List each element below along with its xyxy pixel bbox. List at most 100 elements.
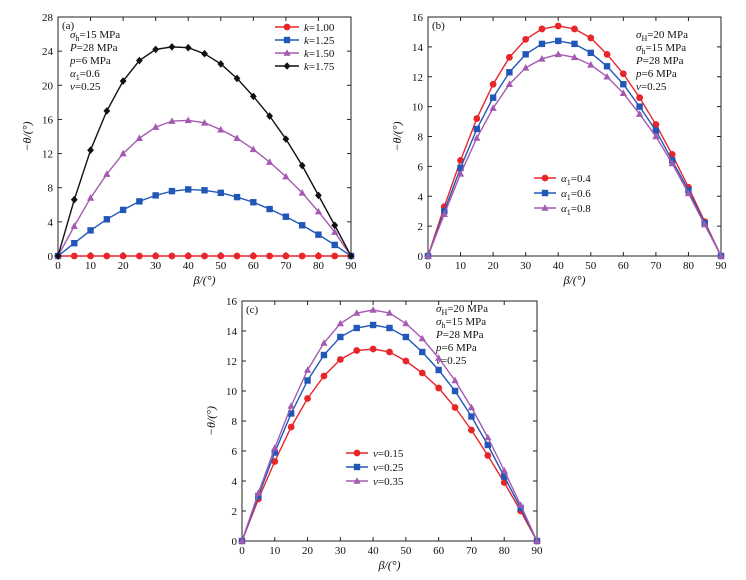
data-point	[168, 187, 176, 195]
legend-label: k=1.00	[304, 22, 335, 34]
data-point	[440, 210, 448, 217]
y-tick-label: 14	[412, 42, 424, 54]
x-tick-label: 90	[716, 260, 728, 272]
parameter-annotation: v=0.25	[636, 81, 667, 93]
data-point	[603, 72, 611, 80]
y-axis-title: −θ/(°)	[390, 121, 404, 151]
data-point	[71, 239, 78, 247]
y-tick-label: 14	[226, 326, 238, 338]
data-point	[168, 43, 176, 51]
data-point	[652, 121, 660, 128]
data-point	[266, 205, 273, 213]
data-point	[250, 199, 257, 206]
legend-marker	[541, 189, 549, 197]
data-point	[435, 354, 443, 361]
data-point	[135, 56, 143, 65]
data-point	[517, 501, 525, 508]
data-point	[484, 452, 492, 459]
data-point	[451, 404, 459, 411]
data-point	[554, 22, 562, 30]
y-tick-label: 20	[42, 80, 54, 92]
x-tick-label: 40	[368, 545, 380, 557]
data-point	[233, 252, 241, 260]
data-point	[456, 170, 465, 177]
data-point	[331, 241, 338, 249]
data-point	[266, 252, 274, 260]
x-axis-title: β/(°)	[377, 558, 400, 572]
x-tick-label: 30	[520, 260, 532, 272]
y-tick-label: 12	[412, 72, 423, 84]
data-point	[303, 366, 312, 373]
data-point	[287, 402, 295, 409]
data-point	[538, 25, 546, 33]
data-point	[347, 252, 355, 260]
y-tick-label: 4	[232, 476, 238, 488]
legend-marker	[283, 62, 291, 70]
data-point	[87, 252, 94, 260]
data-point	[451, 376, 459, 384]
y-tick-label: 0	[418, 251, 424, 263]
data-point	[336, 319, 344, 327]
x-tick-label: 90	[532, 545, 544, 557]
data-point	[369, 345, 377, 353]
y-tick-label: 10	[412, 102, 424, 114]
legend-label: k=1.50	[304, 48, 335, 60]
data-point	[70, 252, 78, 260]
data-point	[418, 334, 426, 342]
data-point	[87, 227, 94, 234]
data-point	[571, 40, 578, 48]
data-point	[119, 206, 127, 214]
data-point	[298, 189, 306, 196]
y-tick-label: 8	[418, 132, 424, 144]
legend-marker	[353, 463, 361, 471]
data-point	[119, 77, 127, 85]
chart-c: 0 10 20 30 40 50 60 70 80 90 0 2 4 6 8 10 12 14 16 β/(°) −θ/…	[204, 296, 543, 572]
x-tick-label: 20	[302, 545, 314, 557]
y-tick-label: 24	[42, 46, 54, 58]
y-tick-label: 8	[48, 183, 54, 195]
legend-label: v=0.15	[373, 448, 404, 460]
data-point	[201, 252, 208, 260]
data-point	[217, 125, 225, 133]
data-point	[369, 321, 377, 329]
parameter-annotation: p=6 MPa	[435, 342, 477, 354]
data-point	[571, 25, 578, 33]
panel-label: (c)	[246, 304, 259, 316]
data-point	[271, 444, 279, 451]
data-point	[435, 384, 443, 392]
data-point	[86, 194, 95, 201]
y-tick-label: 12	[42, 149, 53, 161]
legend-marker	[283, 23, 291, 31]
data-point	[369, 306, 377, 313]
x-tick-label: 50	[215, 260, 227, 272]
data-point	[500, 466, 508, 474]
parameter-annotation: σH=20 MPa	[636, 29, 688, 43]
series-line-2	[241, 324, 538, 542]
legend-marker	[541, 174, 549, 182]
data-point	[315, 231, 322, 238]
data-point	[233, 74, 241, 83]
data-point	[484, 441, 492, 449]
data-point	[254, 489, 262, 496]
data-point	[402, 333, 410, 341]
parameter-annotation: P=28 MPa	[635, 55, 684, 67]
data-point	[282, 213, 290, 220]
data-point	[419, 348, 426, 356]
data-point	[457, 164, 464, 172]
y-tick-label: 0	[232, 536, 238, 548]
data-point	[636, 94, 644, 102]
legend-label: k=1.25	[304, 35, 335, 47]
data-point	[385, 309, 394, 316]
data-point	[468, 413, 475, 420]
data-point	[287, 423, 295, 431]
data-point	[315, 252, 322, 260]
x-tick-label: 20	[118, 260, 130, 272]
series-line-4	[57, 46, 352, 257]
data-point	[331, 221, 339, 230]
data-point	[435, 366, 442, 374]
x-tick-label: 80	[683, 260, 695, 272]
x-tick-label: 80	[499, 545, 511, 557]
parameter-annotation: σh=15 MPa	[436, 316, 486, 330]
series-line-3	[427, 53, 722, 257]
x-tick-label: 70	[466, 545, 478, 557]
